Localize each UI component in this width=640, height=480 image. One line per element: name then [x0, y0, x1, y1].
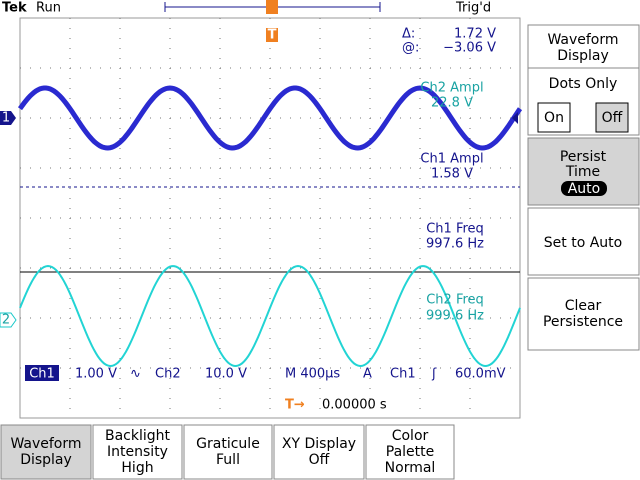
ch2-marker: 2	[2, 313, 10, 328]
ch1-waveform	[17, 85, 523, 151]
bottom-button[interactable]	[183, 424, 273, 480]
bottom-label[interactable]: Waveform	[10, 436, 81, 452]
bottom-button[interactable]	[273, 424, 365, 480]
timebase: M 400µs	[285, 367, 340, 382]
dots-only-label: Dots Only	[549, 76, 618, 92]
bottom-label[interactable]: Off	[309, 452, 330, 468]
measurement-value: 997.6 Hz	[426, 237, 484, 252]
bottom-label[interactable]: Intensity	[107, 444, 168, 460]
persist-value[interactable]: Auto	[568, 181, 601, 197]
bottom-label[interactable]: Display	[20, 452, 72, 468]
set-auto-button[interactable]	[527, 207, 640, 276]
persist-pill	[561, 181, 607, 196]
bottom-label[interactable]: XY Display	[282, 436, 356, 452]
ch1-marker: 1	[2, 111, 10, 126]
status-ch1: Ch1	[29, 367, 55, 382]
side-menu-title: Waveform	[547, 32, 618, 48]
ch1-badge	[25, 365, 59, 381]
trigger-status: Trig'd	[455, 1, 491, 16]
measurement-value: 999.6 Hz	[426, 309, 484, 324]
ch1-level-arrow	[512, 112, 518, 124]
bottom-label[interactable]: High	[121, 460, 153, 476]
bottom-label[interactable]: Backlight	[105, 428, 171, 444]
bottom-label[interactable]: Graticule	[196, 436, 260, 452]
delta-value: 1.72 V	[454, 27, 496, 42]
bottom-label[interactable]: Palette	[386, 444, 435, 460]
clear-label[interactable]: Persistence	[543, 314, 623, 330]
status-ch2: Ch2	[155, 367, 181, 382]
trigger-marker: T	[268, 28, 277, 43]
ch2-marker-box	[0, 312, 17, 328]
bw-symbol: ∿	[130, 367, 141, 382]
on-button[interactable]	[537, 102, 571, 133]
off-label[interactable]: Off	[602, 110, 623, 126]
run-status: Run	[36, 1, 61, 16]
delta-label: Δ:	[402, 27, 415, 42]
persist-label[interactable]: Persist	[560, 149, 607, 165]
clear-label[interactable]: Clear	[565, 298, 602, 314]
bottom-button[interactable]	[365, 424, 455, 480]
ch1-marker-box	[0, 111, 16, 125]
trigger-mode: A	[363, 367, 372, 382]
off-button[interactable]	[595, 102, 629, 133]
measurement-label: Ch2 Freq	[426, 293, 484, 308]
waveforms	[17, 85, 523, 368]
trigger-time-icon: T→	[285, 398, 305, 413]
measurement-value: 22.8 V	[431, 96, 473, 111]
bottom-label[interactable]: Full	[216, 452, 240, 468]
trigger-marker-box	[266, 28, 278, 42]
trigger-level: 60.0mV	[455, 367, 506, 382]
set-auto-label[interactable]: Set to Auto	[544, 235, 622, 251]
bottom-label[interactable]: Color	[392, 428, 429, 444]
persist-label[interactable]: Time	[565, 164, 600, 180]
measurement-label: Ch2 Ampl	[420, 81, 483, 96]
clear-button[interactable]	[527, 277, 640, 351]
ch2-waveform	[19, 264, 521, 368]
trigger-time: 0.00000 s	[322, 398, 387, 413]
measurement-label: Ch1 Freq	[426, 222, 484, 237]
slope-symbol: ʃ	[431, 367, 437, 382]
bottom-button[interactable]	[92, 424, 183, 480]
trigger-source: Ch1	[390, 367, 416, 382]
ch2-scale: 10.0 V	[205, 367, 247, 382]
ch1-scale: 1.00 V	[75, 367, 117, 382]
bottom-label[interactable]: Normal	[385, 460, 436, 476]
side-menu-title: Display	[557, 48, 609, 64]
at-value: −3.06 V	[443, 41, 496, 56]
on-label[interactable]: On	[544, 110, 564, 126]
measurement-label: Ch1 Ampl	[420, 152, 483, 167]
trigger-position	[266, 0, 278, 14]
graticule	[20, 18, 520, 418]
brand: Tek	[2, 1, 27, 16]
measurement-value: 1.58 V	[431, 167, 473, 182]
at-label: @:	[402, 41, 419, 56]
bottom-button[interactable]	[0, 424, 92, 480]
